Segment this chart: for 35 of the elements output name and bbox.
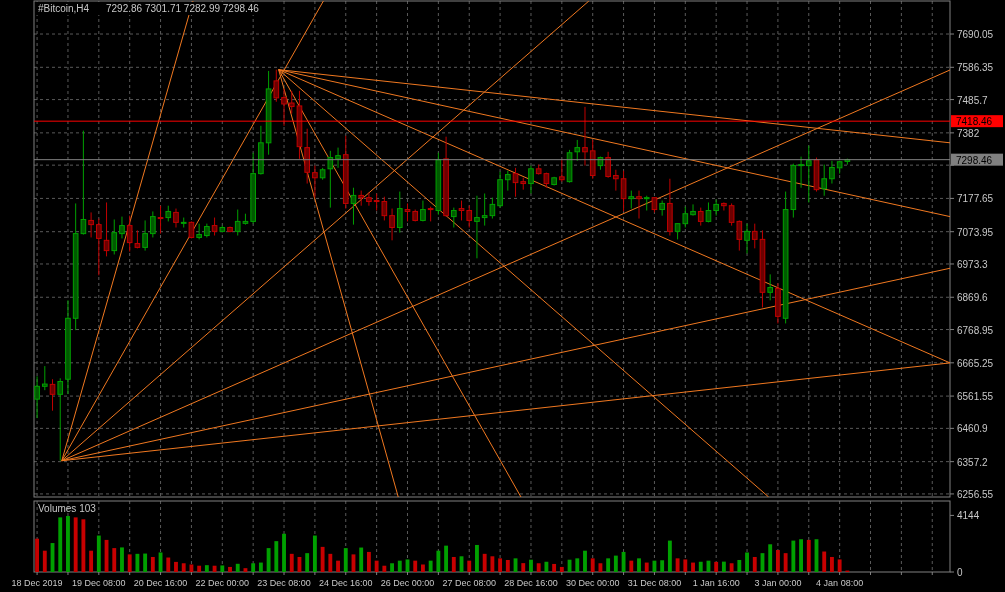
x-tick-label: 19 Dec 08:00 <box>72 578 126 588</box>
x-tick-label: 31 Dec 08:00 <box>627 578 682 588</box>
y-tick-label: 4144 <box>957 510 980 522</box>
x-tick-label: 20 Dec 16:00 <box>133 578 188 588</box>
x-tick-label: 27 Dec 08:00 <box>442 578 497 588</box>
x-tick-label: 23 Dec 08:00 <box>257 578 311 588</box>
x-tick-label: 1 Jan 16:00 <box>692 578 740 588</box>
annotation: 7292.86 7301.71 7282.99 7298.46 <box>106 3 260 14</box>
y-tick-label: 6460.9 <box>957 423 989 435</box>
x-tick-label: 26 Dec 00:00 <box>380 578 435 588</box>
y-tick-label: 6869.6 <box>957 292 989 304</box>
x-tick-label: 22 Dec 00:00 <box>195 578 250 588</box>
ref-line-label: 7298.46 <box>956 154 993 166</box>
x-tick-label: 18 Dec 2019 <box>11 578 63 588</box>
y-tick-label: 7485.7 <box>957 94 989 106</box>
y-tick-label: 7073.95 <box>957 226 994 238</box>
chart-title: #Bitcoin,H4 <box>38 3 90 14</box>
x-tick-label: 4 Jan 08:00 <box>816 578 864 588</box>
y-tick-label: 7586.35 <box>957 62 994 74</box>
x-tick-label: 30 Dec 00:00 <box>565 578 620 588</box>
y-tick-label: 6357.2 <box>957 456 989 468</box>
y-tick-label: 6665.25 <box>957 357 994 369</box>
y-tick-label: 6561.55 <box>957 391 994 403</box>
x-tick-label: 3 Jan 00:00 <box>754 578 802 588</box>
y-tick-label: 6973.3 <box>957 258 989 270</box>
y-tick-label: 7177.65 <box>957 193 994 205</box>
x-tick-label: 28 Dec 16:00 <box>504 578 558 588</box>
y-tick-label: 7382 <box>957 127 980 139</box>
y-tick-label: 6256.55 <box>957 488 994 500</box>
x-tick-label: 24 Dec 16:00 <box>318 578 373 588</box>
y-tick-label: 6768.95 <box>957 324 994 336</box>
chart-title: Volumes 103 <box>38 503 97 514</box>
y-tick-label: 0 <box>957 567 963 578</box>
y-tick-label: 7690.05 <box>957 29 994 41</box>
ref-line-label: 7418.46 <box>956 116 993 128</box>
